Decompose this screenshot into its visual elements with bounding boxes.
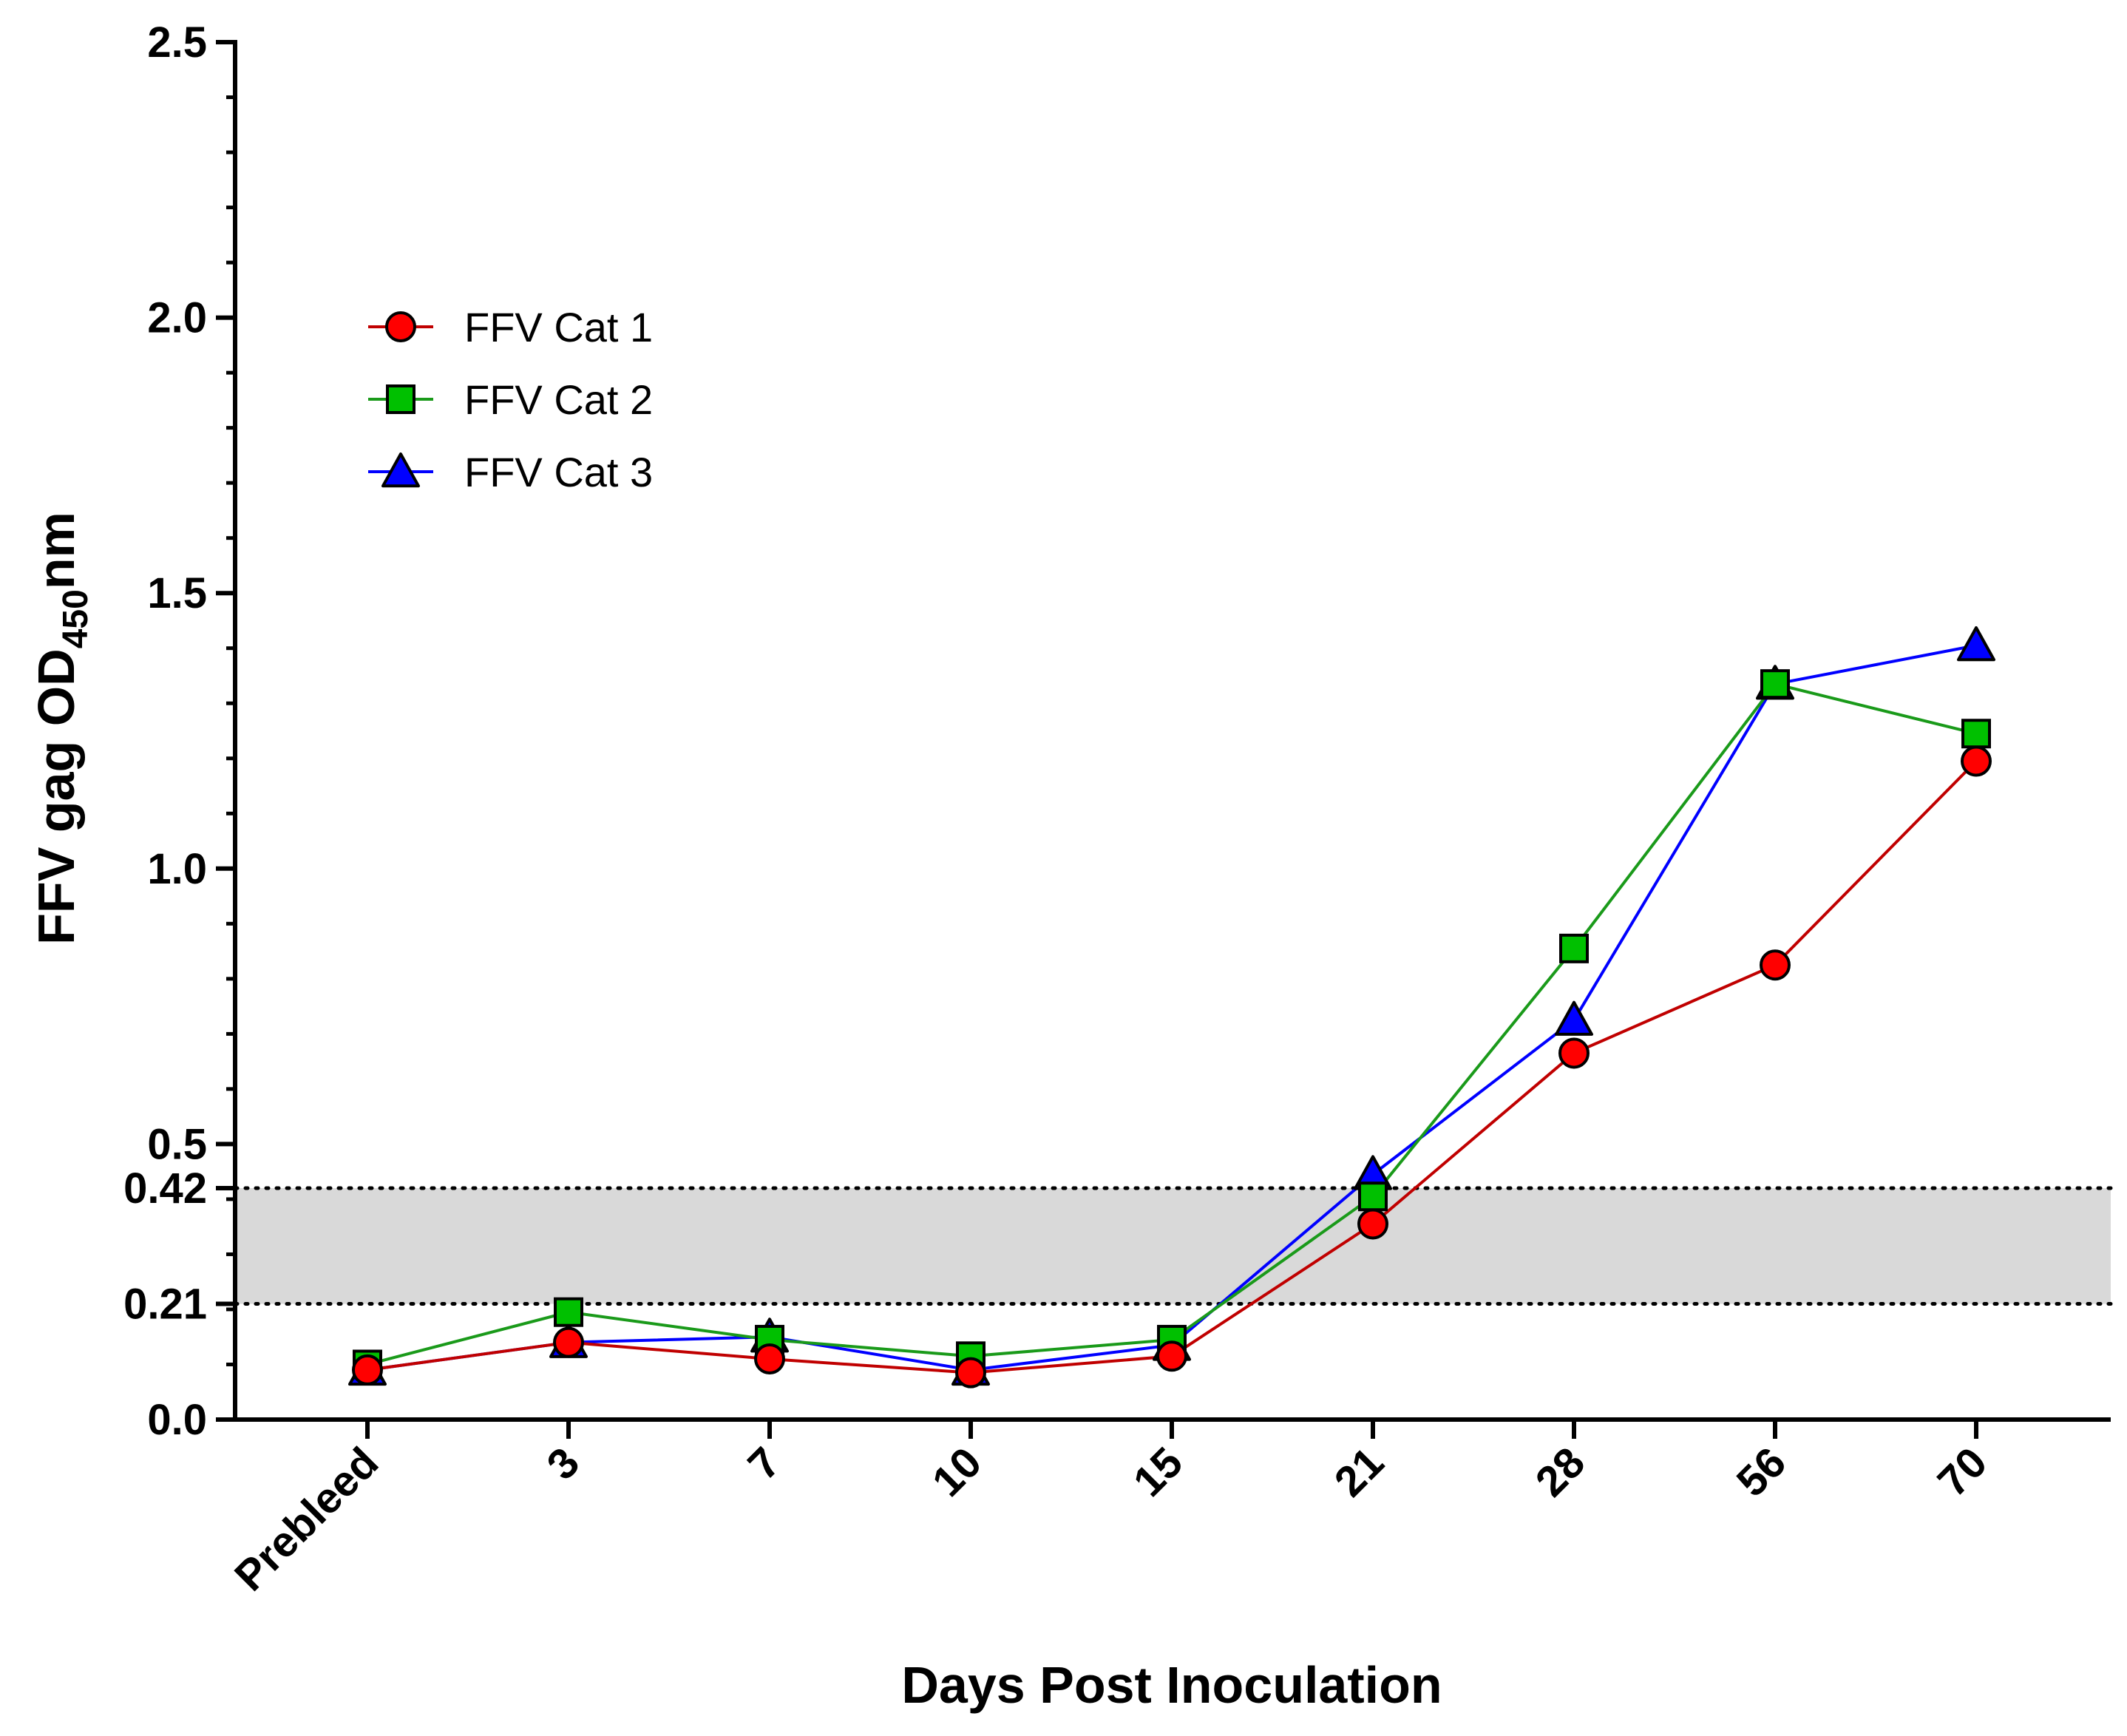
y-tick-label: 1.5	[147, 569, 207, 617]
series-2-point	[1961, 719, 1991, 749]
series-1-point	[1156, 1340, 1187, 1372]
y-tick-label: 0.21	[123, 1281, 207, 1329]
x-tick-label: 28	[1527, 1438, 1595, 1506]
threshold-band-layer	[233, 1186, 2113, 1306]
x-tick-label: 7	[739, 1438, 790, 1489]
legend-label-2: FFV Cat 2	[464, 376, 653, 423]
y-tick-label: 0.42	[123, 1164, 207, 1213]
series-1-point	[955, 1357, 986, 1389]
series-2-point	[1358, 1181, 1388, 1212]
threshold-band	[235, 1188, 2111, 1304]
series-1-point	[1558, 1037, 1590, 1069]
legend: FFV Cat 1 FFV Cat 2 FFV Cat 3	[368, 304, 653, 495]
y-tick-label: 2.0	[147, 294, 207, 342]
series-1-point	[754, 1343, 785, 1375]
series-2-point	[554, 1297, 583, 1327]
legend-label-3: FFV Cat 3	[464, 449, 653, 495]
x-tick-label: 21	[1326, 1438, 1394, 1506]
series-2-point	[1760, 669, 1790, 699]
series-1-point	[1357, 1208, 1388, 1240]
x-tick-label: 3	[537, 1438, 588, 1489]
y-axis-title-suffix: nm	[27, 512, 85, 589]
series-1-point	[1961, 745, 1992, 777]
legend-marker-1	[385, 311, 416, 342]
y-axis-title-subscript: 450	[56, 589, 95, 648]
y-tick-label: 2.5	[147, 18, 207, 67]
legend-marker-2	[386, 384, 415, 414]
x-axis-title: Days Post Inoculation	[901, 1656, 1442, 1714]
series-2-point	[1559, 933, 1589, 963]
series-3-point	[1957, 625, 1995, 662]
y-axis-title: FFV gag OD450nm	[27, 512, 95, 945]
x-tick-label: 15	[1124, 1438, 1193, 1506]
y-axis-title-main: FFV gag OD	[27, 648, 85, 945]
x-tick-label: 56	[1728, 1438, 1796, 1506]
y-tick-label: 0.0	[147, 1396, 207, 1444]
series-1-point	[1760, 949, 1791, 981]
x-tick-label: 10	[923, 1438, 991, 1506]
series-1-point	[553, 1326, 584, 1358]
legend-marker-3	[381, 452, 420, 488]
series-layer	[348, 625, 1995, 1389]
series-3-point	[1555, 1000, 1593, 1036]
x-tick-label: 70	[1929, 1438, 1997, 1506]
y-tick-label: 0.5	[147, 1120, 207, 1168]
x-tick-label: Prebleed	[225, 1438, 387, 1600]
y-tick-label: 1.0	[147, 845, 207, 893]
legend-label-1: FFV Cat 1	[464, 304, 653, 350]
series-1-point	[352, 1354, 383, 1386]
